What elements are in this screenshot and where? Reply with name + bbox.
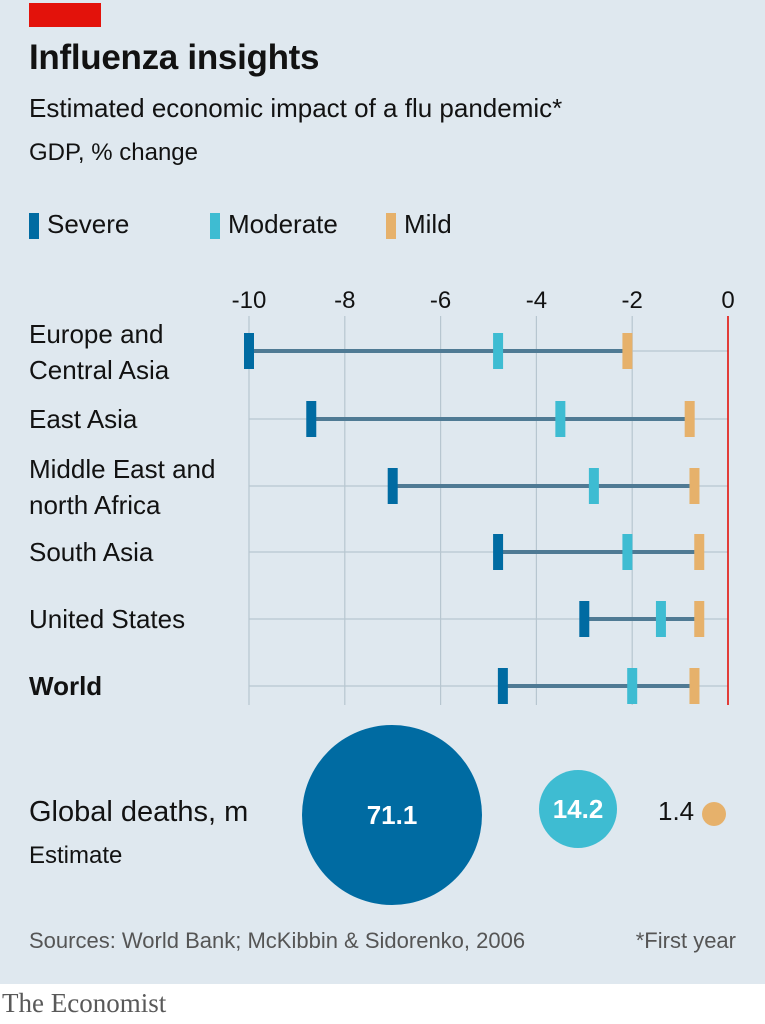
legend-label-moderate: Moderate: [228, 209, 338, 239]
moderate-marker-3: [622, 534, 633, 570]
severe-marker-3: [493, 534, 504, 570]
brand-red-tag: [29, 3, 101, 27]
legend-label-severe: Severe: [47, 209, 130, 239]
sources-note: Sources: World Bank; McKibbin & Sidorenk…: [29, 928, 526, 953]
row-label-4: United States: [29, 604, 185, 634]
dot-range-chart: -10 -8 -6 -4 -2 0 Europe and Central Asia East A…: [29, 287, 735, 705]
legend-swatch-mild: [386, 213, 396, 239]
deaths-subtitle: Estimate: [29, 842, 123, 869]
legend-swatch-moderate: [210, 213, 220, 239]
x-tick-label-0: -10: [232, 287, 267, 314]
x-tick-label-1: -8: [334, 287, 355, 314]
x-tick-label-3: -4: [526, 287, 547, 314]
x-tick-label-4: -2: [622, 287, 643, 314]
severe-marker-0: [244, 333, 254, 369]
row-label-5: World: [29, 671, 102, 701]
moderate-marker-2: [588, 468, 599, 504]
row-label-0: Europe and Central Asia: [29, 319, 170, 385]
deaths-bubble-moderate: 14.2: [539, 770, 617, 848]
severe-marker-4: [579, 601, 590, 637]
severe-marker-5: [497, 668, 508, 704]
deaths-value-moderate: 14.2: [552, 793, 604, 824]
moderate-marker-0: [493, 333, 504, 369]
chart-subtitle: Estimated economic impact of a flu pande…: [29, 93, 563, 123]
deaths-value-severe: 71.1: [366, 799, 418, 830]
deaths-value-mild: 1.4: [658, 796, 695, 826]
chart-panel: Influenza insights Estimated economic im…: [0, 0, 765, 984]
moderate-marker-1: [555, 401, 566, 437]
mild-marker-0: [622, 333, 633, 369]
row-label-2: Middle East and north Africa: [29, 454, 215, 520]
row-label-1: East Asia: [29, 404, 138, 434]
x-tick-label-2: -6: [430, 287, 451, 314]
legend-label-mild: Mild: [404, 209, 452, 239]
deaths-title: Global deaths, m: [29, 796, 249, 828]
x-tick-label-5: 0: [721, 287, 734, 314]
legend-swatch-severe: [29, 213, 39, 239]
mild-marker-1: [684, 401, 695, 437]
row-label-3: South Asia: [29, 537, 154, 567]
moderate-marker-4: [655, 601, 666, 637]
mild-marker-4: [694, 601, 705, 637]
mild-marker-3: [694, 534, 705, 570]
deaths-bubble-mild: [702, 802, 726, 826]
economist-brand: The Economist: [2, 988, 167, 1018]
deaths-bubble-severe: 71.1: [302, 725, 482, 905]
moderate-marker-5: [627, 668, 638, 704]
severe-marker-2: [387, 468, 398, 504]
chart-title: Influenza insights: [29, 38, 320, 77]
mild-marker-5: [689, 668, 700, 704]
chart-unit: GDP, % change: [29, 139, 198, 166]
severe-marker-1: [306, 401, 317, 437]
footnote: *First year: [635, 928, 736, 953]
mild-marker-2: [689, 468, 700, 504]
